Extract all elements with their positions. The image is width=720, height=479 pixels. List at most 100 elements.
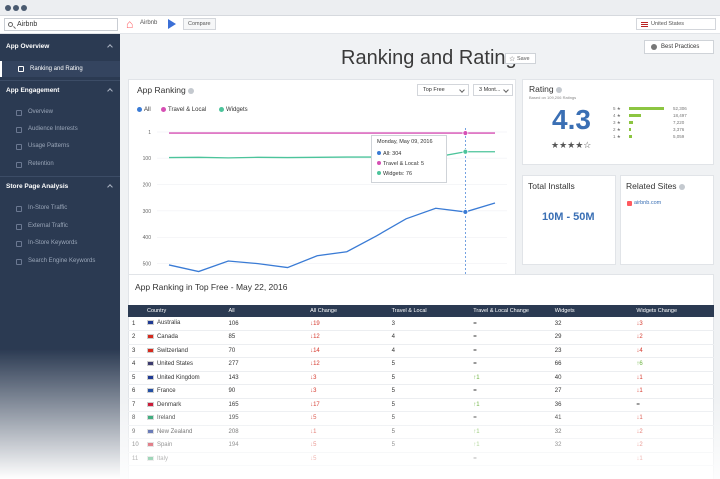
table-header-cell[interactable]: Country xyxy=(142,305,225,317)
installs-title: Total Installs xyxy=(528,181,575,191)
table-header-cell[interactable]: Travel & Local Change xyxy=(469,305,551,317)
table-row[interactable]: 6 France 90 ↓3 5 = 27 ↓1 xyxy=(128,384,714,399)
table-cell: 6 xyxy=(128,384,143,399)
rating-card: Rating Based on 109,206 Ratings 4.3 ★★★★… xyxy=(522,79,714,165)
table-cell: ↓2 xyxy=(632,330,714,345)
data-point[interactable] xyxy=(462,130,469,136)
sidebar-section-app-engagement[interactable]: App Engagement xyxy=(6,87,60,94)
rating-count: 18,497 xyxy=(673,113,687,118)
table-header-cell[interactable]: All Change xyxy=(306,305,388,317)
country-name: France xyxy=(156,388,176,395)
rating-star-label: 1 ★ xyxy=(613,134,621,139)
ranking-line-chart[interactable]: 110020030040050060029 Feb.7 Mar.14 Mar.2… xyxy=(129,80,517,302)
retention-icon xyxy=(16,162,22,168)
sidebar-item-external-traffic[interactable]: External Traffic xyxy=(14,223,68,230)
window-close-dot[interactable] xyxy=(5,5,11,11)
sidebar-item-label: Retention xyxy=(28,161,54,167)
table-header-cell[interactable]: All xyxy=(224,305,307,317)
legend-travel-local[interactable]: Travel & Local xyxy=(161,107,206,113)
y-tick-label: 400 xyxy=(143,235,152,241)
compare-button[interactable]: Compare xyxy=(183,18,216,30)
table-cell: Canada xyxy=(142,330,225,345)
data-point[interactable] xyxy=(462,209,469,215)
window-minimize-dot[interactable] xyxy=(13,5,19,11)
rating-title-text: Rating xyxy=(529,84,554,94)
table-cell: ↓3 xyxy=(306,371,388,385)
tooltip-widgets: Widgets: 76 xyxy=(377,171,412,177)
table-header-row: Country All All Change Travel & Local Travel… xyxy=(128,305,714,317)
legend-widgets[interactable]: Widgets xyxy=(219,107,248,113)
info-icon[interactable] xyxy=(678,183,685,190)
table-row[interactable]: 5 United Kingdom 143 ↓3 5 ↑1 40 ↓1 xyxy=(128,371,714,385)
sidebar: App Overview Ranking and Rating App Enga… xyxy=(0,34,120,479)
table-cell: 40 xyxy=(550,371,633,385)
sidebar-item-usage-patterns[interactable]: Usage Patterns xyxy=(14,143,69,150)
table-header-cell[interactable]: Widgets Change xyxy=(632,305,714,317)
related-site-link[interactable]: airbnb.com xyxy=(627,200,661,206)
info-icon[interactable] xyxy=(555,86,562,93)
app-ranking-card: App Ranking Top Free 3 Mont... All Trave… xyxy=(128,79,516,301)
table-cell: 143 xyxy=(224,371,307,385)
save-button[interactable]: Save xyxy=(505,53,536,64)
table-cell: ↑1 xyxy=(469,371,551,385)
related-title-text: Related Sites xyxy=(626,181,677,191)
search-input[interactable]: Airbnb xyxy=(4,18,118,31)
sidebar-item-in-store-keywords[interactable]: In-Store Keywords xyxy=(14,240,77,247)
search-engine-icon xyxy=(16,259,22,265)
table-cell: ↓12 xyxy=(306,330,388,345)
legend-swatch xyxy=(137,107,142,112)
table-cell: 85 xyxy=(224,330,307,345)
sidebar-item-in-store-traffic[interactable]: In-Store Traffic xyxy=(14,205,67,212)
rating-based-on: Based on 109,206 Ratings xyxy=(529,95,577,100)
y-tick-label: 100 xyxy=(143,156,152,162)
table-row[interactable]: 3 Switzerland 70 ↓14 4 = 23 ↓4 xyxy=(128,344,714,358)
bottom-fade xyxy=(120,400,720,479)
rating-star-label: 2 ★ xyxy=(613,127,621,132)
sidebar-item-ranking-and-rating[interactable]: Ranking and Rating xyxy=(0,61,120,77)
country-name: United Kingdom xyxy=(156,374,200,381)
table-row[interactable]: 1 Australia 106 ↓19 3 = 32 ↓3 xyxy=(128,317,714,331)
total-installs-card: Total Installs 10M - 50M xyxy=(522,175,616,265)
table-header-cell[interactable]: Travel & Local xyxy=(387,305,470,317)
table-cell: 5 xyxy=(387,384,470,399)
chevron-up-icon[interactable] xyxy=(107,44,113,50)
table-row[interactable]: 4 United States 277 ↓12 5 = 66 ↑6 xyxy=(128,357,714,372)
best-practices-button[interactable]: Best Practices xyxy=(644,40,714,54)
sidebar-section-store-page-analysis[interactable]: Store Page Analysis xyxy=(6,183,69,190)
country-select[interactable]: United States xyxy=(636,18,716,30)
sidebar-item-overview[interactable]: Overview xyxy=(14,109,53,116)
table-header-cell[interactable] xyxy=(128,305,143,317)
sidebar-item-search-engine-keywords[interactable]: Search Engine Keywords xyxy=(14,258,95,265)
table-cell: 90 xyxy=(224,384,307,399)
table-cell: ↓19 xyxy=(306,317,388,331)
table-row[interactable]: 2 Canada 85 ↓12 4 = 29 ↓2 xyxy=(128,330,714,345)
table-cell: 4 xyxy=(387,344,470,358)
app-ranking-title: App Ranking xyxy=(137,85,194,95)
sidebar-item-label: External Traffic xyxy=(28,223,68,229)
traffic-icon xyxy=(16,206,22,212)
period-dropdown[interactable]: 3 Mont... xyxy=(473,84,513,96)
category-dropdown[interactable]: Top Free xyxy=(417,84,469,96)
table-cell: 4 xyxy=(387,330,470,345)
table-cell: 70 xyxy=(224,344,307,358)
legend-all[interactable]: All xyxy=(137,107,151,113)
sidebar-item-retention[interactable]: Retention xyxy=(14,161,54,168)
country-flag-icon xyxy=(146,347,154,353)
chevron-up-icon[interactable] xyxy=(107,88,113,94)
table-cell: France xyxy=(142,384,225,399)
trophy-icon xyxy=(18,66,24,72)
table-cell: 27 xyxy=(550,384,633,399)
series-line-all[interactable] xyxy=(168,202,496,273)
window-maximize-dot[interactable] xyxy=(21,5,27,11)
data-point[interactable] xyxy=(462,148,469,155)
table-cell: = xyxy=(469,330,551,345)
sidebar-item-audience-interests[interactable]: Audience Interests xyxy=(14,126,78,133)
window-titlebar xyxy=(0,0,720,16)
sidebar-section-app-overview[interactable]: App Overview xyxy=(6,43,50,50)
info-icon[interactable] xyxy=(187,87,194,94)
country-name: Australia xyxy=(156,320,181,327)
sidebar-item-label: Ranking and Rating xyxy=(30,66,83,72)
table-header-cell[interactable]: Widgets xyxy=(550,305,633,317)
table-cell: 3 xyxy=(387,317,470,331)
chevron-up-icon[interactable] xyxy=(107,184,113,190)
